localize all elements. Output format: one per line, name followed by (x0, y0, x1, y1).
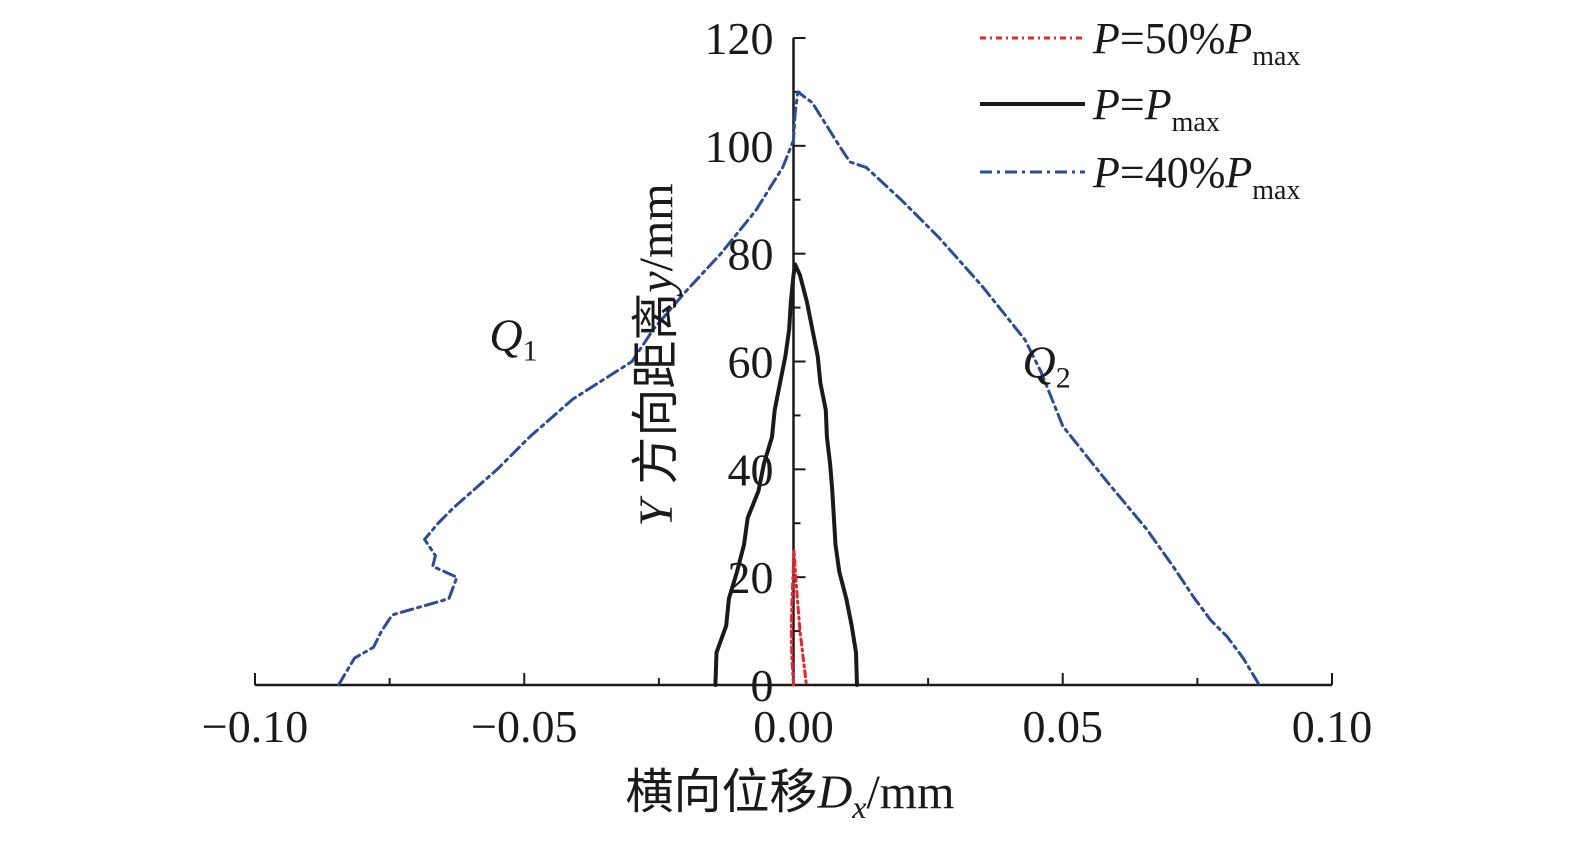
x-axis-title-var: D (817, 766, 853, 819)
series-line (713, 262, 859, 687)
x-axis-title: 横向位移Dx/mm (626, 764, 955, 825)
x-axis-title-sub: x (851, 789, 866, 825)
annotation-var: Q (1022, 337, 1055, 388)
legend-label: P=50%Pmax (1092, 14, 1300, 72)
y-tick-label: 0 (751, 660, 774, 711)
y-axis-title-var: Y (630, 496, 683, 527)
y-tick-label: 100 (705, 121, 774, 172)
y-axis-title-unit: /mm (630, 183, 683, 271)
x-axis-title-prefix: 横向位移 (626, 764, 818, 820)
legend-var: P (1092, 148, 1120, 197)
x-tick-label: 0.10 (1292, 701, 1373, 752)
y-axis-title: Y 方向距离y/mm (628, 183, 684, 526)
y-axis-title-text: 方向距离 (628, 293, 684, 500)
x-tick-label: −0.10 (202, 701, 308, 752)
legend-text-mid: = (1120, 80, 1145, 129)
legend-text-mid: =50% (1120, 14, 1225, 63)
y-tick-label: 120 (705, 13, 774, 64)
legend-label: P=Pmax (1092, 80, 1220, 138)
legend-text-mid: =40% (1120, 148, 1225, 197)
legend-var: P (1092, 80, 1120, 129)
x-axis-title-unit: /mm (866, 766, 954, 819)
curve-annotation: Q2 (1022, 337, 1070, 395)
x-tick-label: −0.05 (471, 701, 577, 752)
annotation-sub: 1 (523, 335, 538, 368)
curve-annotation: Q1 (489, 310, 537, 368)
series-line (337, 90, 1261, 687)
y-axis-title-var2: y (630, 271, 683, 298)
series-layer (337, 90, 1261, 687)
legend-sub: max (1252, 175, 1300, 206)
series-line (789, 548, 808, 687)
legend-var: P (1224, 148, 1252, 197)
legend-sub: max (1172, 107, 1220, 138)
x-tick-label: 0.05 (1023, 701, 1104, 752)
annotation-sub: 2 (1056, 362, 1071, 395)
legend-label: P=40%Pmax (1092, 148, 1300, 206)
legend-var: P (1144, 80, 1172, 129)
legend-var: P (1224, 14, 1252, 63)
x-tick-label: 0.00 (753, 701, 834, 752)
legend-var: P (1092, 14, 1120, 63)
legend-sub: max (1252, 41, 1300, 72)
y-tick-label: 60 (728, 337, 774, 388)
annotation-var: Q (489, 310, 522, 361)
